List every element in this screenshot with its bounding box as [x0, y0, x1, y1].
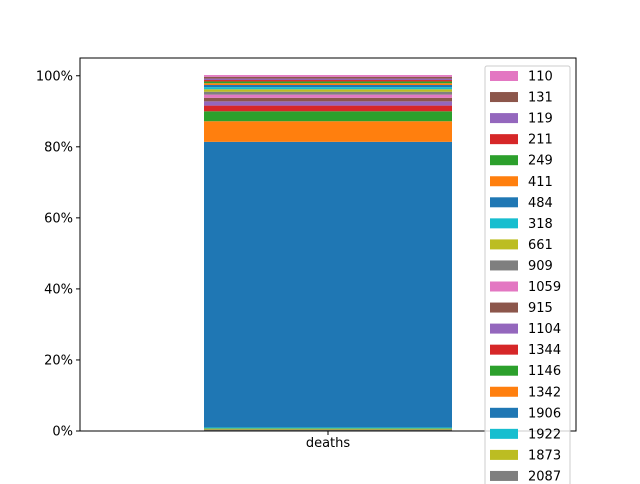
stacked-bar [204, 75, 452, 431]
bar-segment [204, 111, 452, 122]
bar-segment [204, 84, 452, 88]
legend-label: 1922 [528, 427, 561, 442]
legend-label: 484 [528, 196, 553, 211]
legend-swatch [490, 197, 518, 208]
bar-segment [204, 75, 452, 77]
bar-segment [204, 427, 452, 429]
legend-label: 211 [528, 133, 553, 148]
bar-segment [204, 76, 452, 79]
legend-swatch [490, 260, 518, 271]
legend-swatch [490, 113, 518, 124]
legend-label: 110 [528, 70, 553, 85]
bar-segment [204, 89, 452, 92]
bar-segment [204, 87, 452, 90]
bar-segment [204, 81, 452, 84]
legend-swatch [490, 365, 518, 376]
legend-label: 411 [528, 175, 553, 190]
bar-segment [204, 429, 452, 431]
legend-swatch [490, 239, 518, 250]
y-tick-label: 0% [52, 425, 73, 440]
bar-segment [204, 428, 452, 430]
x-axis: deaths [306, 431, 351, 451]
legend-label: 1906 [528, 406, 561, 421]
legend-label: 1342 [528, 385, 561, 400]
legend-swatch [490, 176, 518, 187]
legend-swatch [490, 218, 518, 229]
bar-segment [204, 105, 452, 112]
legend-swatch [490, 302, 518, 313]
legend-label: 1146 [528, 364, 561, 379]
legend-label: 249 [528, 154, 553, 169]
legend-swatch [490, 470, 518, 481]
legend: 110 131 119 211 249 411 484 318 661 909 1059 915 110… [484, 65, 571, 484]
legend-label: 131 [528, 91, 553, 106]
legend-swatch [490, 281, 518, 292]
y-tick-label: 40% [44, 282, 73, 297]
legend-label: 909 [528, 259, 553, 274]
bar-segment [204, 80, 452, 82]
bar-segment [204, 97, 452, 102]
legend-swatch [490, 344, 518, 355]
x-tick-label: deaths [306, 436, 351, 451]
bar-segment [204, 83, 452, 85]
y-tick-label: 100% [36, 69, 73, 84]
legend-swatch [490, 386, 518, 397]
y-tick-label: 60% [44, 211, 73, 226]
legend-label: 1873 [528, 448, 561, 463]
legend-swatch [490, 71, 518, 81]
legend-swatch [490, 428, 518, 439]
bar-segment [204, 121, 452, 142]
legend-swatch [490, 92, 518, 103]
legend-swatch [490, 449, 518, 460]
legend-label: 915 [528, 301, 553, 316]
legend-swatch [490, 155, 518, 166]
legend-swatch [490, 407, 518, 418]
y-axis: 0% 20% 40% 60% 80% 100% [36, 69, 80, 440]
bar-segment [204, 101, 452, 106]
legend-label: 318 [528, 217, 553, 232]
bar-segment [204, 78, 452, 81]
legend-label: 2087 [528, 469, 561, 484]
legend-label: 661 [528, 238, 553, 253]
bar-segment [204, 94, 452, 98]
legend-swatch [490, 323, 518, 334]
legend-label: 1104 [528, 322, 561, 337]
legend-box [484, 65, 571, 484]
legend-swatch [490, 134, 518, 145]
legend-label: 119 [528, 112, 553, 127]
bar-segment [204, 91, 452, 95]
y-tick-label: 80% [44, 140, 73, 155]
bar-segment [204, 141, 452, 428]
legend-label: 1059 [528, 280, 561, 295]
y-tick-label: 20% [44, 353, 73, 368]
legend-label: 1344 [528, 343, 561, 358]
